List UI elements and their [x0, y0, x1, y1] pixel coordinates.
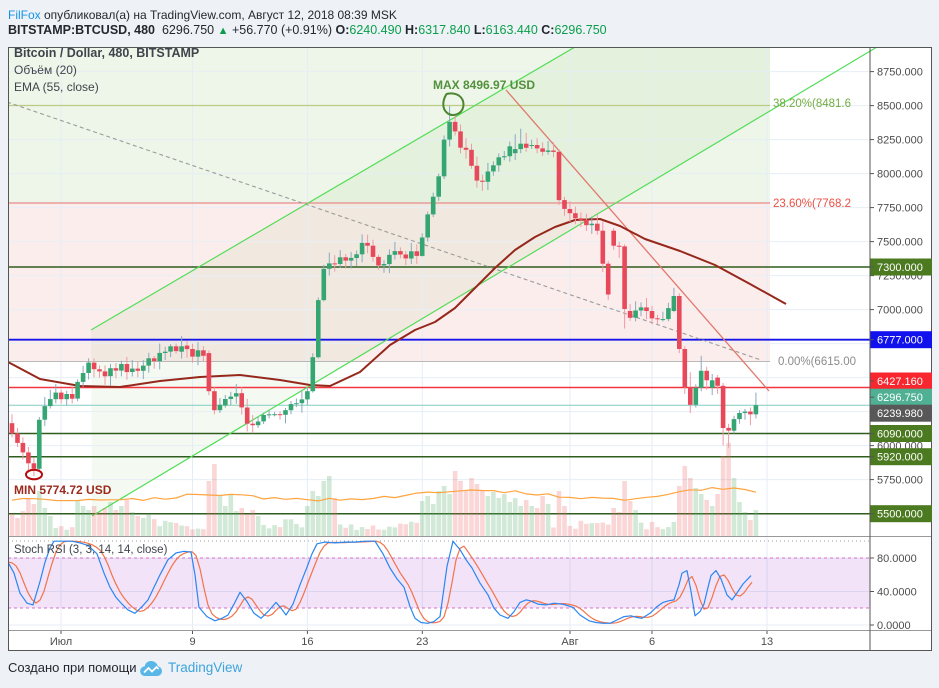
svg-text:Stoch RSI (3, 3, 14, 14, close: Stoch RSI (3, 3, 14, 14, close): [14, 544, 168, 556]
svg-text:5500.000: 5500.000: [877, 509, 923, 521]
svg-text:MAX 8496.97 USD: MAX 8496.97 USD: [433, 78, 535, 92]
svg-text:6239.980: 6239.980: [877, 408, 923, 420]
svg-text:8000.000: 8000.000: [877, 169, 923, 181]
svg-text:8500.000: 8500.000: [877, 101, 923, 113]
svg-text:6296.750: 6296.750: [877, 392, 923, 404]
svg-text:7000.000: 7000.000: [877, 305, 923, 317]
svg-text:23: 23: [416, 636, 428, 648]
svg-text:16: 16: [301, 636, 313, 648]
svg-text:38.20%(8481.6: 38.20%(8481.6: [773, 98, 851, 110]
svg-text:MIN 5774.72 USD: MIN 5774.72 USD: [14, 483, 112, 497]
svg-text:7300.000: 7300.000: [877, 262, 923, 274]
svg-text:EMA (55, close): EMA (55, close): [14, 80, 99, 94]
svg-text:Авг: Авг: [561, 636, 578, 648]
svg-text:5920.000: 5920.000: [877, 452, 923, 464]
svg-text:6090.000: 6090.000: [877, 429, 923, 441]
svg-text:80.0000: 80.0000: [877, 553, 917, 565]
svg-text:23.60%(7768.2: 23.60%(7768.2: [773, 198, 851, 210]
svg-text:6427.160: 6427.160: [877, 376, 923, 388]
svg-text:9: 9: [189, 636, 195, 648]
svg-text:7500.000: 7500.000: [877, 237, 923, 249]
svg-text:6777.000: 6777.000: [877, 335, 923, 347]
svg-text:0.00%(6615.00: 0.00%(6615.00: [778, 356, 856, 368]
svg-text:13: 13: [761, 636, 773, 648]
svg-text:7750.000: 7750.000: [877, 203, 923, 215]
svg-text:Объём (20): Объём (20): [14, 63, 77, 77]
svg-text:6: 6: [649, 636, 655, 648]
svg-text:Bitcoin / Dollar, 480, BITSTAM: Bitcoin / Dollar, 480, BITSTAMP: [14, 47, 199, 60]
svg-text:8250.000: 8250.000: [877, 135, 923, 147]
svg-text:0.0000: 0.0000: [877, 620, 911, 632]
svg-text:5750.000: 5750.000: [877, 475, 923, 487]
svg-text:40.0000: 40.0000: [877, 587, 917, 599]
svg-text:8750.000: 8750.000: [877, 67, 923, 79]
svg-text:Июл: Июл: [50, 636, 72, 648]
